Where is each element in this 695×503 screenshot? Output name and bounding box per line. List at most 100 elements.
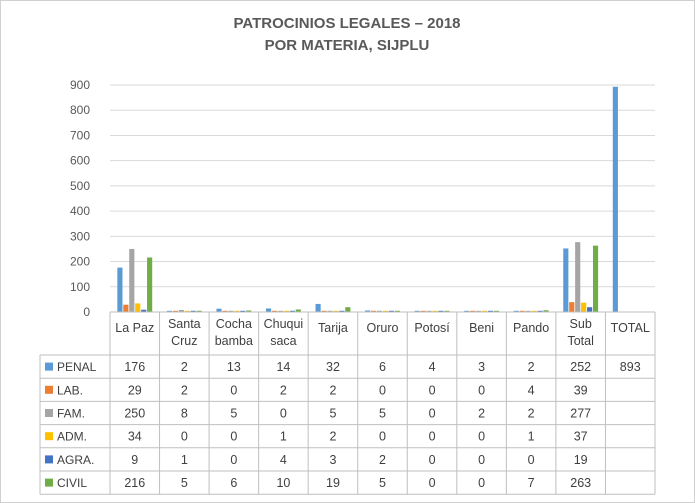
bars <box>117 86 618 312</box>
bar-penal-9 <box>563 248 569 312</box>
data-label: 9 <box>131 453 138 467</box>
series-name: ADM. <box>57 430 87 444</box>
bar-lab-7 <box>470 310 476 312</box>
data-label: 0 <box>429 430 436 444</box>
bar-civil-9 <box>592 245 599 312</box>
data-label: 5 <box>230 407 237 421</box>
gridlines <box>110 84 655 288</box>
bar-adm-3 <box>283 310 289 312</box>
bar-agra-0 <box>141 309 147 312</box>
data-label: 5 <box>379 407 386 421</box>
bar-penal-6 <box>414 310 420 312</box>
bar-penal-0 <box>117 267 123 312</box>
data-label: 2 <box>379 453 386 467</box>
category-label: Tarija <box>318 321 348 335</box>
y-tick-label: 800 <box>70 103 90 117</box>
bar-civil-1 <box>196 310 202 312</box>
data-label: 2 <box>329 383 336 397</box>
bar-adm-1 <box>184 310 190 312</box>
data-label: 250 <box>124 407 145 421</box>
bar-penal-5 <box>365 310 371 312</box>
bar-lab-4 <box>321 310 327 312</box>
bar-penal-1 <box>166 310 173 312</box>
bar-lab-8 <box>519 310 525 312</box>
bar-fam-8 <box>525 310 531 312</box>
data-label: 252 <box>570 360 591 374</box>
data-label: 0 <box>379 430 386 444</box>
bar-agra-3 <box>289 310 295 312</box>
data-label: 0 <box>478 383 485 397</box>
data-label: 34 <box>128 430 142 444</box>
data-label: 0 <box>230 383 237 397</box>
data-label: 3 <box>478 360 485 374</box>
chart-title-line-2: POR MATERIA, SIJPLU <box>265 37 430 54</box>
y-tick-label: 900 <box>70 78 90 92</box>
bar-lab-5 <box>371 310 377 312</box>
legend-key <box>45 455 53 464</box>
legend-key <box>45 432 53 441</box>
y-tick-label: 200 <box>70 255 90 269</box>
bar-penal-4 <box>315 303 321 312</box>
bar-lab-3 <box>271 310 278 312</box>
chart-title-line-1: PATROCINIOS LEGALES – 2018 <box>234 15 461 32</box>
category-label: Potosí <box>414 321 450 335</box>
y-tick-label: 400 <box>70 204 90 218</box>
bar-civil-0 <box>147 257 153 312</box>
data-label: 3 <box>329 453 336 467</box>
bar-fam-7 <box>476 310 482 312</box>
bar-fam-1 <box>178 309 184 312</box>
bar-penal-7 <box>464 310 470 312</box>
bar-adm-6 <box>432 310 438 312</box>
data-label: 19 <box>574 453 588 467</box>
bar-lab-1 <box>172 310 178 312</box>
category-label: saca <box>270 334 296 348</box>
bar-agra-2 <box>240 310 246 312</box>
series-name: LAB. <box>57 383 83 397</box>
bar-adm-2 <box>234 310 240 312</box>
y-tick-label: 0 <box>83 305 90 319</box>
bar-adm-5 <box>382 310 389 312</box>
category-label: Oruro <box>367 321 399 335</box>
data-label: 14 <box>276 360 290 374</box>
series-name: FAM. <box>57 407 85 421</box>
data-label: 1 <box>181 453 188 467</box>
data-label: 216 <box>124 476 145 490</box>
bar-adm-4 <box>333 310 339 312</box>
bar-civil-4 <box>345 307 351 312</box>
data-label: 0 <box>478 430 485 444</box>
bar-agra-5 <box>388 310 394 312</box>
y-tick-label: 300 <box>70 229 90 243</box>
data-label: 0 <box>429 453 436 467</box>
data-label: 39 <box>574 383 588 397</box>
bar-adm-7 <box>481 310 488 312</box>
data-label: 0 <box>181 430 188 444</box>
series-name: AGRA. <box>57 453 94 467</box>
bar-lab-6 <box>420 310 426 312</box>
bar-agra-9 <box>587 307 593 312</box>
category-label: Sub <box>570 317 592 331</box>
data-label: 0 <box>528 453 535 467</box>
data-label: 4 <box>528 383 535 397</box>
bar-fam-9 <box>575 242 581 312</box>
category-label: TOTAL <box>611 321 650 335</box>
series-name: PENAL <box>57 360 97 374</box>
category-label: La Paz <box>115 321 154 335</box>
data-label: 5 <box>329 407 336 421</box>
series-name: CIVIL <box>57 476 87 490</box>
data-label: 0 <box>230 453 237 467</box>
data-label: 263 <box>570 476 591 490</box>
data-label: 0 <box>230 430 237 444</box>
bar-fam-0 <box>129 248 135 312</box>
data-label: 0 <box>429 407 436 421</box>
y-tick-label: 100 <box>70 280 90 294</box>
bar-lab-2 <box>222 310 228 312</box>
data-label: 1 <box>528 430 535 444</box>
bar-agra-8 <box>537 310 543 312</box>
legend-key <box>45 385 53 394</box>
bar-agra-7 <box>487 310 494 312</box>
category-label: Cocha <box>216 317 252 331</box>
bar-penal-2 <box>216 308 222 312</box>
y-tick-label: 500 <box>70 179 90 193</box>
data-label: 5 <box>379 476 386 490</box>
